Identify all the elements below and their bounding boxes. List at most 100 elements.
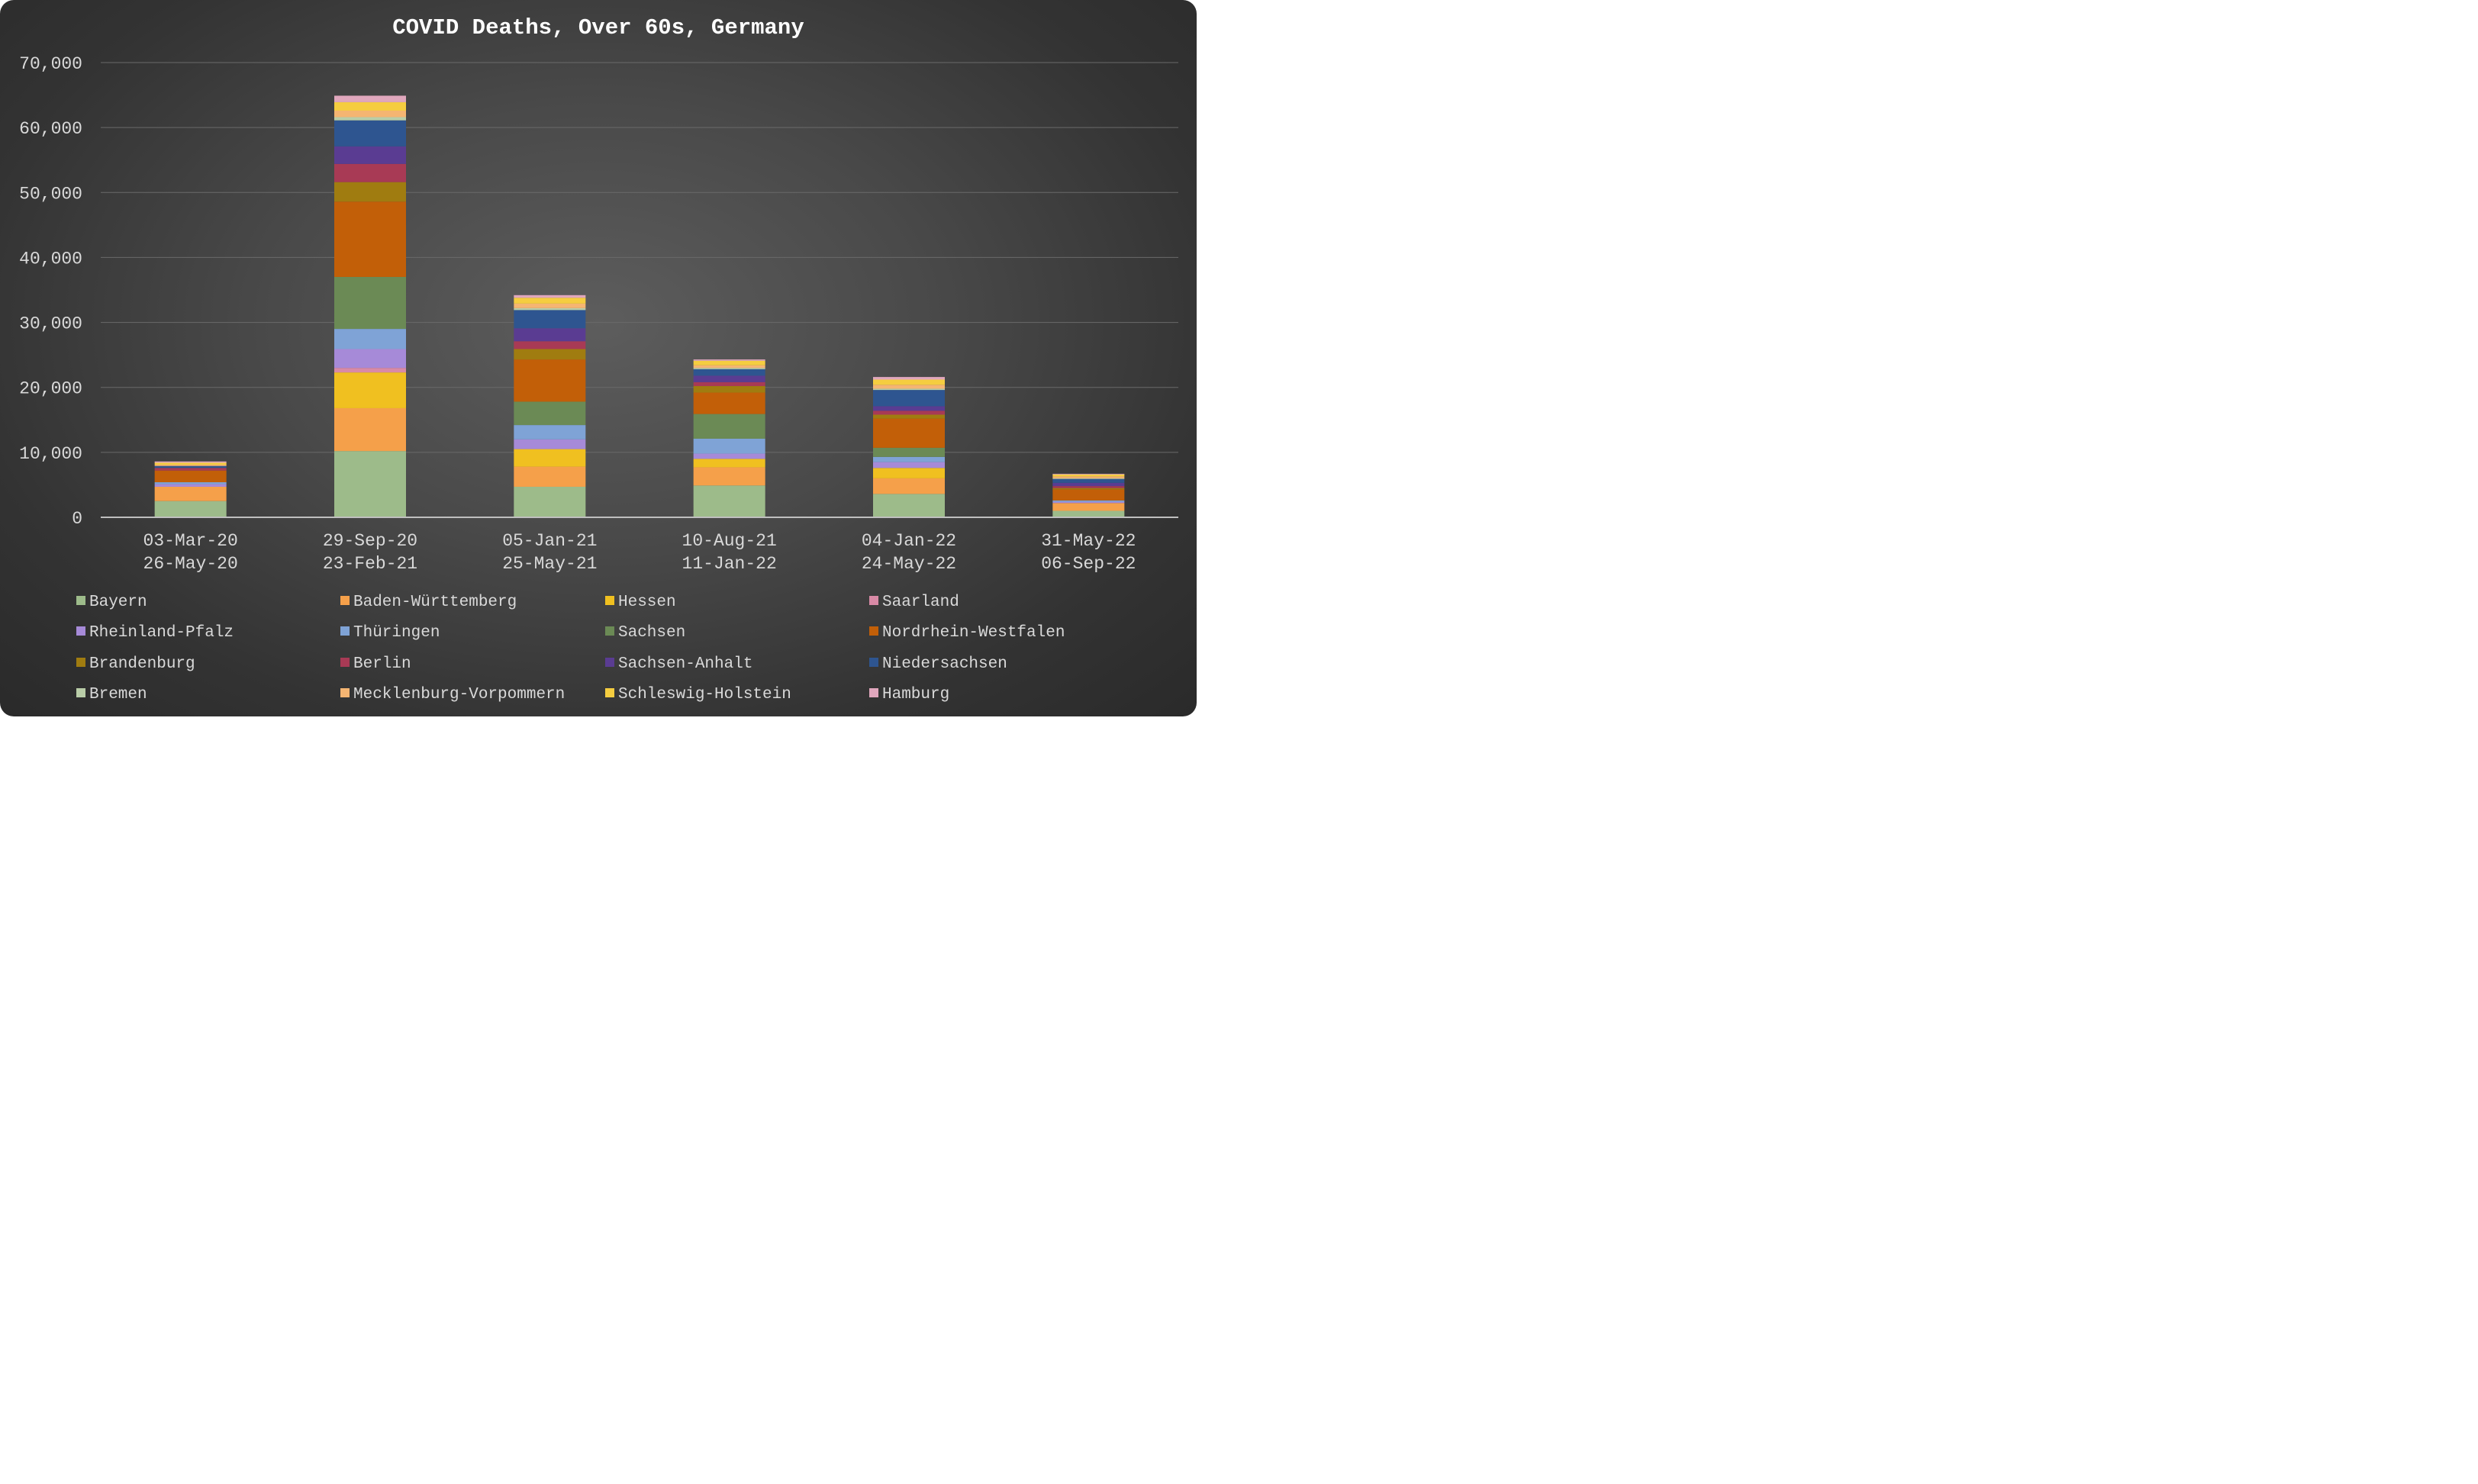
bar-segment bbox=[154, 465, 227, 468]
bar-segment bbox=[873, 388, 945, 391]
x-tick-label: 03-Mar-20 bbox=[143, 531, 238, 551]
bar-segment bbox=[334, 276, 406, 330]
legend-label: Schleswig-Holstein bbox=[618, 686, 791, 703]
legend-item: Mecklenburg-Vorpommern bbox=[340, 686, 565, 703]
legend-swatch bbox=[76, 626, 85, 636]
bar-stack bbox=[693, 359, 765, 517]
bar-segment bbox=[514, 303, 586, 308]
legend-item: Bremen bbox=[76, 686, 147, 703]
bar-segment bbox=[1052, 501, 1125, 504]
bar-segment bbox=[873, 379, 945, 385]
bar-segment bbox=[334, 111, 406, 117]
bar-segment bbox=[693, 375, 765, 382]
bar-segment bbox=[514, 310, 586, 329]
bar-segment bbox=[334, 349, 406, 369]
chart-title: COVID Deaths, Over 60s, Germany bbox=[392, 15, 804, 40]
x-tick-label: 04-Jan-22 bbox=[862, 531, 956, 551]
y-tick-label: 60,000 bbox=[19, 119, 82, 139]
bar-segment bbox=[693, 467, 765, 486]
bar-segment bbox=[693, 369, 765, 376]
bar-segment bbox=[334, 368, 406, 373]
bar-segment bbox=[693, 453, 765, 459]
legend-label: Bayern bbox=[89, 594, 147, 611]
bar-segment bbox=[1052, 478, 1125, 483]
legend-swatch bbox=[340, 688, 350, 697]
bar-segment bbox=[873, 418, 945, 448]
bar-segment bbox=[514, 486, 586, 517]
bar-segment bbox=[873, 462, 945, 468]
bar-segment bbox=[873, 390, 945, 407]
legend-item: Schleswig-Holstein bbox=[605, 686, 791, 703]
bar-segment bbox=[514, 449, 586, 467]
bar-segment bbox=[873, 410, 945, 415]
bars bbox=[154, 95, 1125, 517]
bar-segment bbox=[873, 414, 945, 419]
bar-segment bbox=[334, 120, 406, 146]
bar-segment bbox=[873, 468, 945, 478]
legend-item: Bayern bbox=[76, 594, 147, 611]
bar-segment bbox=[154, 468, 227, 471]
x-tick-label: 06-Sep-22 bbox=[1041, 554, 1136, 574]
bar-stack bbox=[514, 295, 586, 517]
bar-segment bbox=[693, 485, 765, 517]
bar-segment bbox=[1052, 510, 1125, 517]
legend-label: Baden-Württemberg bbox=[353, 594, 517, 611]
bar-segment bbox=[514, 401, 586, 426]
bar-segment bbox=[693, 368, 765, 369]
x-tick-label: 29-Sep-20 bbox=[323, 531, 417, 551]
bar-segment bbox=[1052, 489, 1125, 501]
x-tick-label: 31-May-22 bbox=[1041, 531, 1136, 551]
y-tick-label: 70,000 bbox=[19, 54, 82, 74]
legend-item: Baden-Württemberg bbox=[340, 594, 517, 611]
y-tick-label: 50,000 bbox=[19, 184, 82, 204]
bar-segment bbox=[1052, 478, 1125, 479]
bar-segment bbox=[514, 298, 586, 304]
legend-item: Hessen bbox=[605, 594, 676, 611]
legend-swatch bbox=[605, 658, 614, 667]
bar-segment bbox=[334, 451, 406, 517]
bar-segment bbox=[334, 163, 406, 182]
bar-segment bbox=[154, 484, 227, 487]
bar-segment bbox=[873, 494, 945, 517]
legend-swatch bbox=[869, 596, 878, 605]
y-tick-label: 0 bbox=[72, 509, 82, 529]
bar-segment bbox=[1052, 473, 1125, 475]
legend-swatch bbox=[76, 658, 85, 667]
x-tick-label: 26-May-20 bbox=[143, 554, 238, 574]
legend-swatch bbox=[340, 658, 350, 667]
x-tick-label: 11-Jan-22 bbox=[682, 554, 777, 574]
legend-item: Saarland bbox=[869, 594, 959, 611]
y-tick-label: 30,000 bbox=[19, 314, 82, 334]
bar-stack bbox=[334, 95, 406, 517]
bar-segment bbox=[514, 328, 586, 342]
bar-segment bbox=[873, 406, 945, 411]
legend-label: Bremen bbox=[89, 686, 147, 703]
bar-segment bbox=[514, 425, 586, 439]
bar-stack bbox=[1052, 473, 1125, 517]
bar-stack bbox=[154, 461, 227, 517]
bar-segment bbox=[334, 372, 406, 408]
legend-item: Brandenburg bbox=[76, 655, 195, 673]
legend-swatch bbox=[869, 688, 878, 697]
bar-segment bbox=[693, 365, 765, 369]
bar-segment bbox=[334, 146, 406, 164]
bar-segment bbox=[1052, 482, 1125, 487]
bar-segment bbox=[693, 386, 765, 393]
legend-swatch bbox=[869, 626, 878, 636]
legend-label: Berlin bbox=[353, 655, 411, 673]
legend-swatch bbox=[605, 688, 614, 697]
bar-segment bbox=[873, 456, 945, 462]
bar-segment bbox=[693, 392, 765, 414]
chart-container: COVID Deaths, Over 60s, Germany 0 10,000 2… bbox=[0, 0, 1197, 716]
legend-item: Nordrhein-Westfalen bbox=[869, 624, 1065, 642]
bar-segment bbox=[693, 414, 765, 439]
bar-segment bbox=[514, 295, 586, 298]
bar-segment bbox=[1052, 488, 1125, 490]
legend-swatch bbox=[605, 626, 614, 636]
legend-swatch bbox=[340, 626, 350, 636]
gridlines bbox=[101, 62, 1178, 453]
bar-segment bbox=[873, 377, 945, 380]
x-tick-label: 25-May-21 bbox=[502, 554, 597, 574]
bar-segment bbox=[154, 482, 227, 484]
bar-segment bbox=[693, 459, 765, 468]
